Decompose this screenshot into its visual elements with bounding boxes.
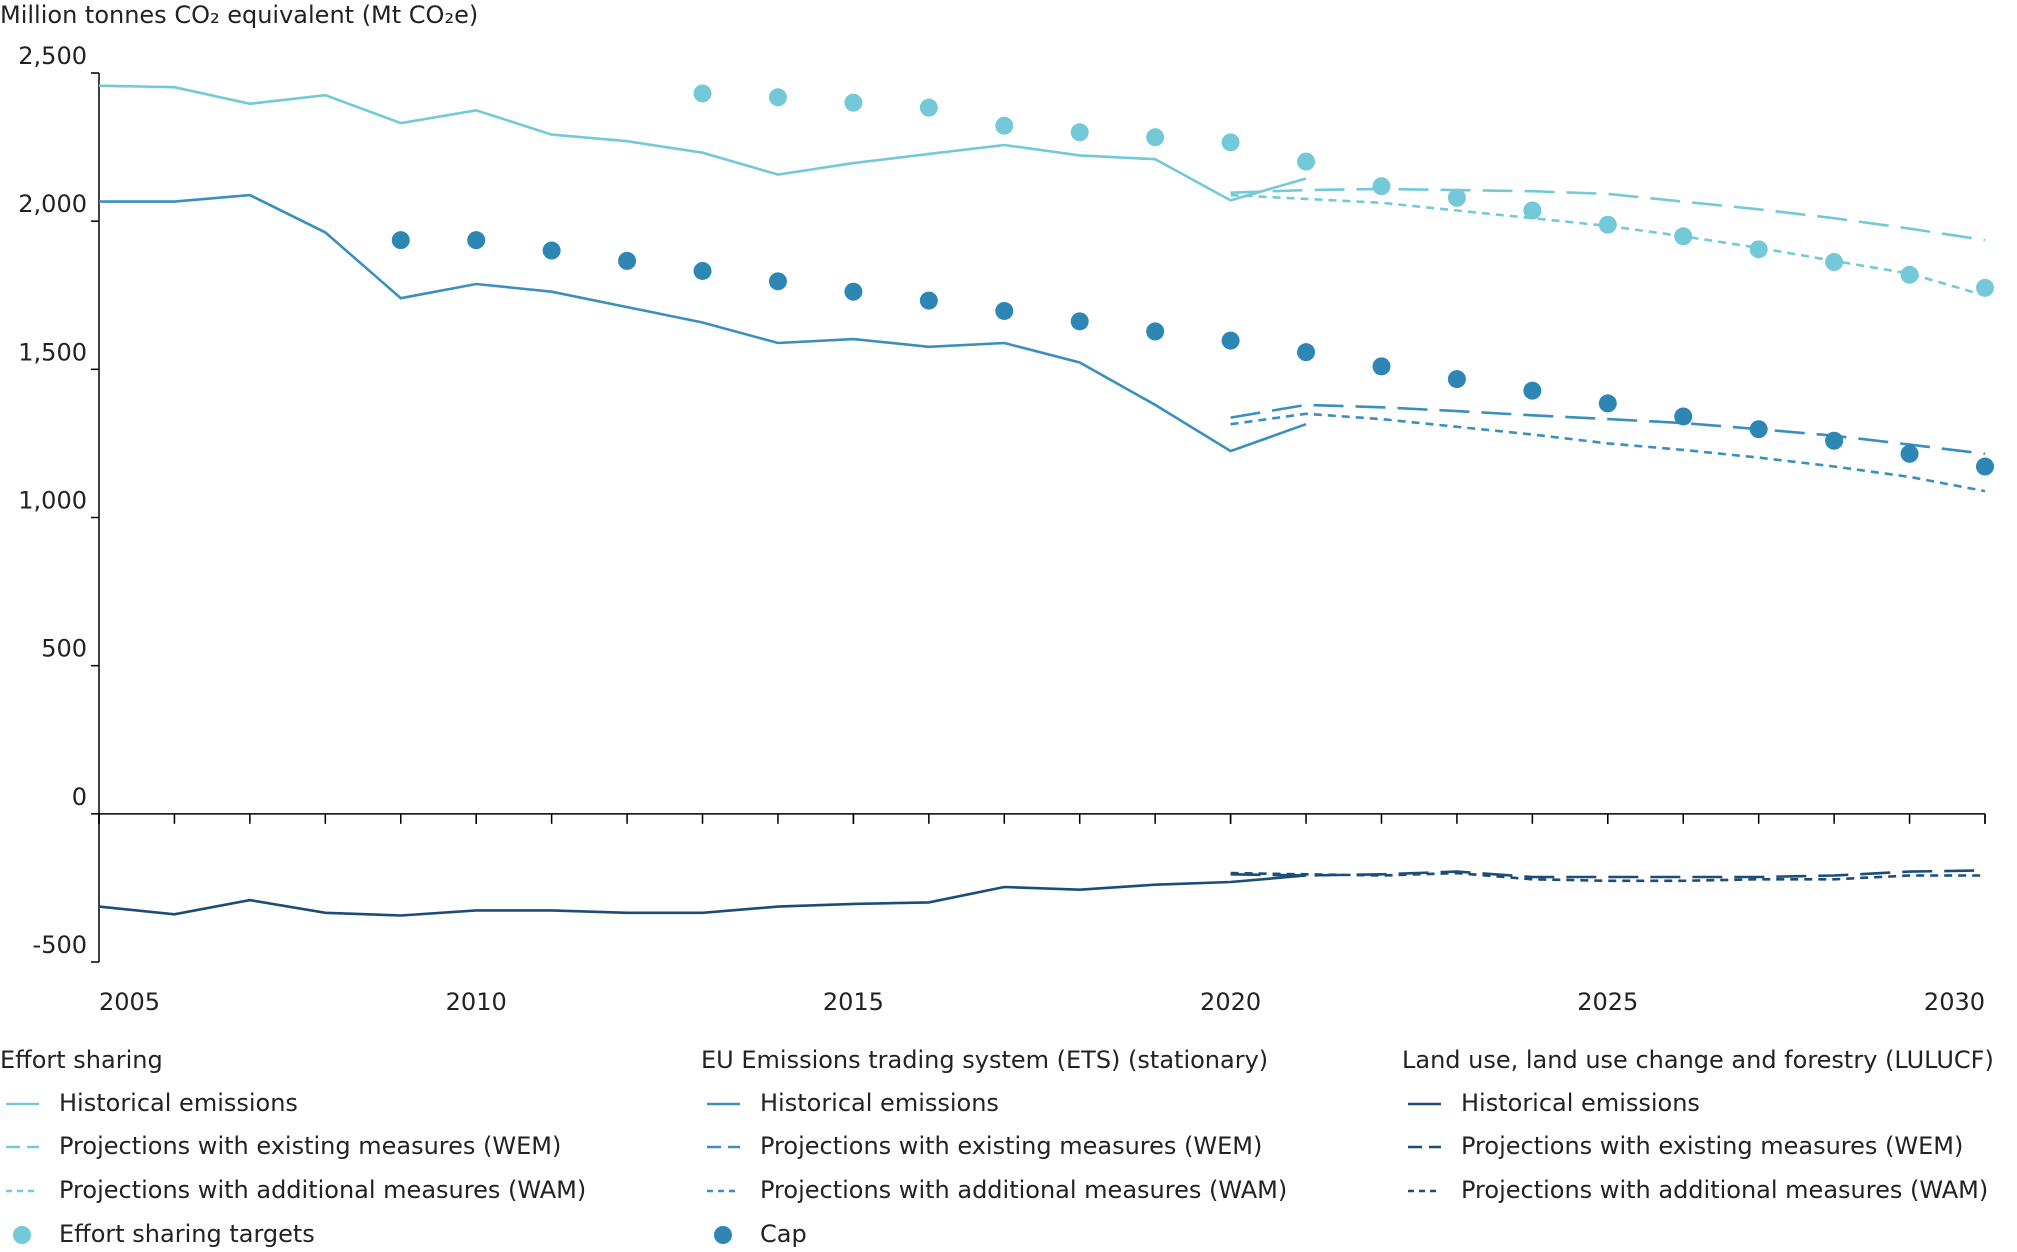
point bbox=[1221, 331, 1240, 350]
legend-label: Effort sharing targets bbox=[59, 1220, 315, 1248]
legend-label: Projections with additional measures (WA… bbox=[1461, 1176, 1988, 1204]
point bbox=[768, 88, 787, 107]
y-tick-label: -500 bbox=[33, 931, 87, 959]
point bbox=[1146, 128, 1165, 147]
series-line bbox=[1230, 187, 1986, 242]
y-axis-label: Million tonnes CO₂ equivalent (Mt CO₂e) bbox=[0, 1, 478, 29]
point bbox=[919, 291, 938, 310]
legend-label: Projections with existing measures (WEM) bbox=[760, 1132, 1262, 1160]
point bbox=[995, 116, 1014, 135]
series-line bbox=[98, 84, 1307, 202]
point bbox=[391, 231, 410, 250]
legend-group-title: EU Emissions trading system (ETS) (stati… bbox=[701, 1046, 1268, 1074]
legend-label: Historical emissions bbox=[59, 1089, 298, 1117]
point bbox=[1447, 188, 1466, 207]
x-tick-label: 2010 bbox=[446, 988, 507, 1016]
point bbox=[995, 301, 1014, 320]
legend-marker bbox=[714, 1226, 732, 1244]
point bbox=[1674, 227, 1693, 246]
point bbox=[1598, 215, 1617, 234]
point bbox=[1297, 152, 1316, 171]
x-tick-label: 2025 bbox=[1577, 988, 1638, 1016]
y-tick-label: 500 bbox=[41, 635, 87, 663]
legend-label: Historical emissions bbox=[1461, 1089, 1700, 1117]
point bbox=[1372, 177, 1391, 196]
legend-group-title: Effort sharing bbox=[0, 1046, 163, 1074]
point bbox=[693, 261, 712, 280]
x-tick-label: 2005 bbox=[99, 988, 160, 1016]
point bbox=[1900, 444, 1919, 463]
point bbox=[768, 272, 787, 291]
point bbox=[1749, 240, 1768, 259]
y-tick-label: 0 bbox=[72, 783, 87, 811]
legend-label: Projections with additional measures (WA… bbox=[760, 1176, 1287, 1204]
series-line bbox=[98, 874, 1307, 917]
point bbox=[1523, 381, 1542, 400]
point bbox=[1070, 123, 1089, 142]
y-tick-label: 2,000 bbox=[18, 190, 87, 218]
point bbox=[1447, 370, 1466, 389]
x-tick-label: 2020 bbox=[1200, 988, 1261, 1016]
legend-marker bbox=[13, 1226, 31, 1244]
point bbox=[1674, 407, 1693, 426]
point bbox=[844, 93, 863, 112]
series-line bbox=[99, 193, 1307, 453]
point bbox=[467, 231, 486, 250]
point bbox=[1146, 322, 1165, 341]
point bbox=[1749, 420, 1768, 439]
series-line bbox=[1230, 403, 1986, 456]
point bbox=[1976, 457, 1994, 476]
x-tick-label: 2015 bbox=[823, 988, 884, 1016]
y-tick-label: 2,500 bbox=[18, 42, 87, 70]
point bbox=[1372, 357, 1391, 376]
point bbox=[542, 241, 561, 260]
legend-label: Projections with existing measures (WEM) bbox=[1461, 1132, 1963, 1160]
legend-label: Historical emissions bbox=[760, 1089, 999, 1117]
series-line bbox=[1230, 193, 1986, 297]
point bbox=[1825, 431, 1844, 450]
point bbox=[1523, 201, 1542, 220]
point bbox=[919, 98, 938, 117]
legend-label: Cap bbox=[760, 1220, 807, 1248]
point bbox=[1598, 394, 1617, 413]
point bbox=[1976, 278, 1994, 297]
y-tick-label: 1,000 bbox=[18, 487, 87, 515]
legend-label: Projections with existing measures (WEM) bbox=[59, 1132, 561, 1160]
point bbox=[1900, 265, 1919, 284]
legend-label: Projections with additional measures (WA… bbox=[59, 1176, 586, 1204]
point bbox=[693, 84, 712, 103]
series-line bbox=[1230, 412, 1986, 493]
point bbox=[1221, 133, 1240, 152]
point bbox=[1070, 312, 1089, 331]
point bbox=[844, 282, 863, 301]
point bbox=[1297, 343, 1316, 362]
point bbox=[1825, 253, 1844, 272]
x-tick-label: 2030 bbox=[1924, 988, 1985, 1016]
legend-group-title: Land use, land use change and forestry (… bbox=[1402, 1046, 1994, 1074]
point bbox=[618, 251, 637, 270]
y-tick-label: 1,500 bbox=[18, 338, 87, 366]
